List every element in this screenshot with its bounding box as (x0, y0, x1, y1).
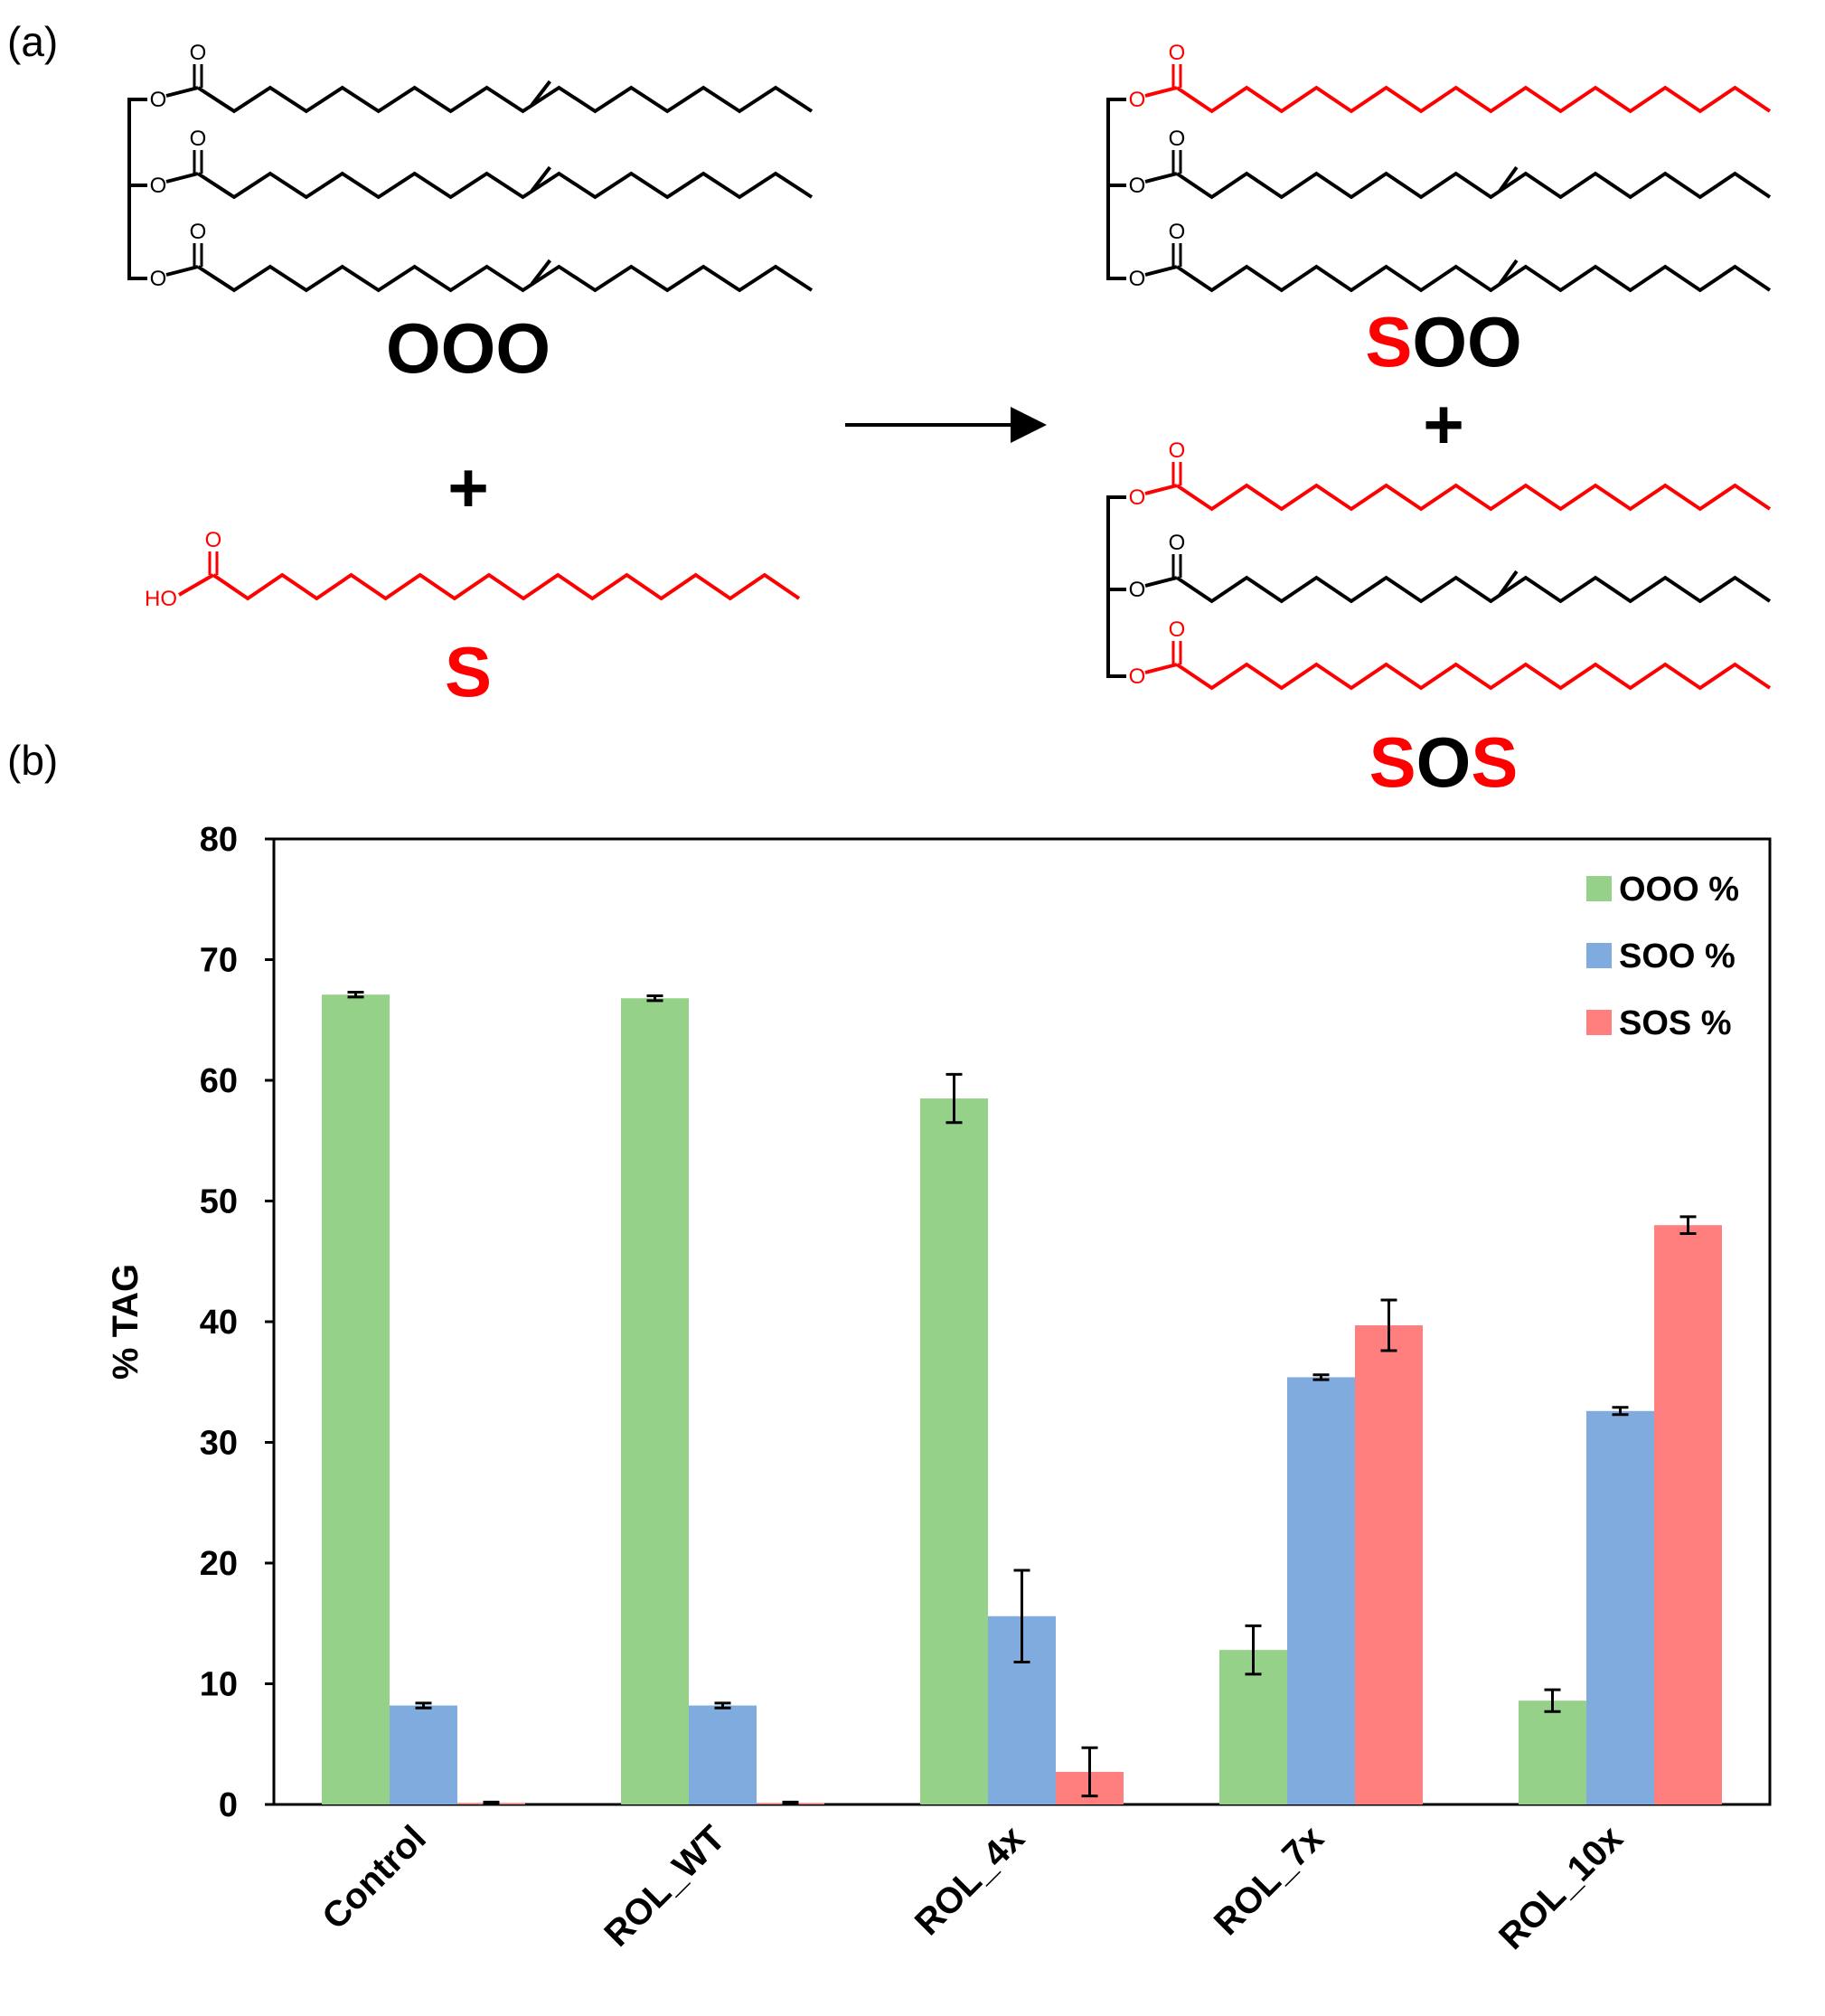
panel-b-label: (b) (7, 737, 58, 784)
bar-ROL_10x-SOS (1654, 1225, 1722, 1804)
y-axis-label: % TAG (106, 1264, 146, 1380)
x-category-label: Control (315, 1818, 434, 1937)
soo-acyl-3-chain-double-bond (1498, 259, 1519, 286)
soo-acyl-1-ester-bond (1144, 86, 1178, 98)
bar-ROL_7x-OOO (1219, 1650, 1287, 1804)
ooo-acyl-2-chain-double-bond (530, 165, 551, 193)
bar-ROL_WT-SOO (689, 1705, 757, 1804)
bar-ROL_10x-SOO (1586, 1410, 1654, 1804)
ooo-acyl-2-chain (196, 171, 814, 200)
soo-oo: OO (1412, 302, 1521, 382)
x-category-label: ROL_4x (908, 1818, 1032, 1943)
x-category-label: ROL_10x (1491, 1818, 1631, 1957)
bar-ROL_7x-SOS (1355, 1325, 1423, 1804)
sos-acyl-3-chain (1175, 662, 1772, 691)
soo-acyl-2-chain (1175, 171, 1772, 200)
sos-o: O (1416, 722, 1472, 802)
bar-ROL_4x-OOO (920, 1098, 988, 1804)
ooo-acyl-1-ester-o: O (150, 88, 167, 112)
soo-acyl-1-ester-o: O (1129, 88, 1146, 112)
plus-sign-right: + (1423, 384, 1464, 464)
stearic-acid-ho: HO (145, 587, 177, 611)
legend-swatch (1586, 1010, 1612, 1035)
legend-label: OOO % (1619, 871, 1739, 909)
ooo-acyl-3-carbonyl-o: O (190, 220, 207, 244)
y-tick-label: 60 (200, 1062, 238, 1100)
ooo-acyl-1-chain-double-bond (530, 80, 551, 107)
legend-swatch (1586, 943, 1612, 968)
soo-s: S (1365, 302, 1412, 382)
y-tick-label: 70 (200, 942, 238, 980)
ooo-acyl-2-ester-bond (165, 172, 199, 184)
ooo-acyl-1-carbonyl-o: O (190, 41, 207, 65)
soo-acyl-1-carbonyl-o: O (1169, 41, 1186, 65)
y-tick-label: 80 (200, 821, 238, 859)
ooo-acyl-1-ester-bond (165, 86, 199, 98)
soo-acyl-2-ester-bond (1144, 172, 1178, 184)
legend-label: SOO % (1619, 937, 1736, 975)
sos-acyl-2-ester-bond (1144, 576, 1178, 588)
y-tick-label: 0 (219, 1786, 238, 1824)
soo-glycerol (1106, 98, 1126, 280)
ooo-acyl-1-chain (196, 85, 814, 114)
sos-acyl-3-ester-o: O (1129, 664, 1146, 689)
ooo-acyl-3-ester-bond (165, 265, 199, 277)
ooo-acyl-2-carbonyl-o: O (190, 127, 207, 151)
legend-label: SOS % (1619, 1004, 1732, 1042)
stearic-acid-oh-bond (177, 573, 215, 597)
y-tick-label: 30 (200, 1425, 238, 1463)
sos-acyl-2-carbonyl-o: O (1169, 531, 1186, 555)
y-tick-label: 20 (200, 1545, 238, 1583)
sos-acyl-2-chain-double-bond (1498, 570, 1519, 597)
plus-sign-left: + (447, 447, 489, 527)
bar-ROL_WT-OOO (621, 998, 689, 1804)
soo-acyl-3-ester-o: O (1129, 267, 1146, 291)
product-soo-label: SOO (1365, 302, 1521, 382)
sos-s1: S (1369, 722, 1416, 802)
ooo-acyl-2-ester-o: O (150, 174, 167, 198)
panel-a-label: (a) (7, 18, 58, 65)
bar-ROL_7x-SOO (1287, 1377, 1355, 1804)
ooo-acyl-3-chain-double-bond (530, 259, 551, 286)
x-category-label: ROL_WT (597, 1818, 733, 1955)
soo-acyl-3-ester-bond (1144, 265, 1178, 277)
bar-chart: 0 10 20 30 40 50 60 70 80 % TAG Control ROL_WT ROL_4… (106, 821, 1772, 1957)
stearic-acid-chain (212, 572, 801, 601)
sos-acyl-2-chain (1175, 575, 1772, 604)
soo-acyl-2-carbonyl-o: O (1169, 127, 1186, 151)
sos-acyl-3-ester-bond (1144, 663, 1178, 674)
stearic-acid-carbonyl-o: O (205, 528, 222, 552)
ooo-acyl-3-ester-o: O (150, 267, 167, 291)
bar-Control-SOO (390, 1705, 457, 1804)
sos-acyl-1-carbonyl-o: O (1169, 438, 1186, 463)
sos-acyl-1-ester-o: O (1129, 485, 1146, 510)
sos-glycerol (1106, 495, 1126, 678)
stearic-acid-label: S (445, 632, 492, 711)
sos-acyl-1-chain (1175, 483, 1772, 512)
ooo-acyl-3-chain (196, 264, 814, 293)
soo-acyl-2-ester-o: O (1129, 174, 1146, 198)
x-category-label: ROL_7x (1207, 1818, 1331, 1943)
y-tick-label: 10 (200, 1666, 238, 1704)
bar-ROL_10x-OOO (1519, 1700, 1586, 1804)
soo-acyl-3-chain (1175, 264, 1772, 293)
sos-acyl-2-ester-o: O (1129, 578, 1146, 602)
sos-s2: S (1471, 722, 1518, 802)
reactant-ooo-label: OOO (386, 308, 550, 388)
soo-acyl-3-carbonyl-o: O (1169, 220, 1186, 244)
sos-acyl-3-carbonyl-o: O (1169, 617, 1186, 642)
y-tick-label: 40 (200, 1304, 238, 1342)
y-tick-label: 50 (200, 1183, 238, 1221)
soo-acyl-1-chain (1175, 85, 1772, 114)
bar-Control-OOO (322, 994, 390, 1804)
ooo-glycerol (127, 98, 147, 280)
sos-acyl-1-ester-bond (1144, 484, 1178, 495)
product-sos-label: SOS (1369, 722, 1519, 802)
legend-swatch (1586, 876, 1612, 901)
soo-acyl-2-chain-double-bond (1498, 165, 1519, 193)
